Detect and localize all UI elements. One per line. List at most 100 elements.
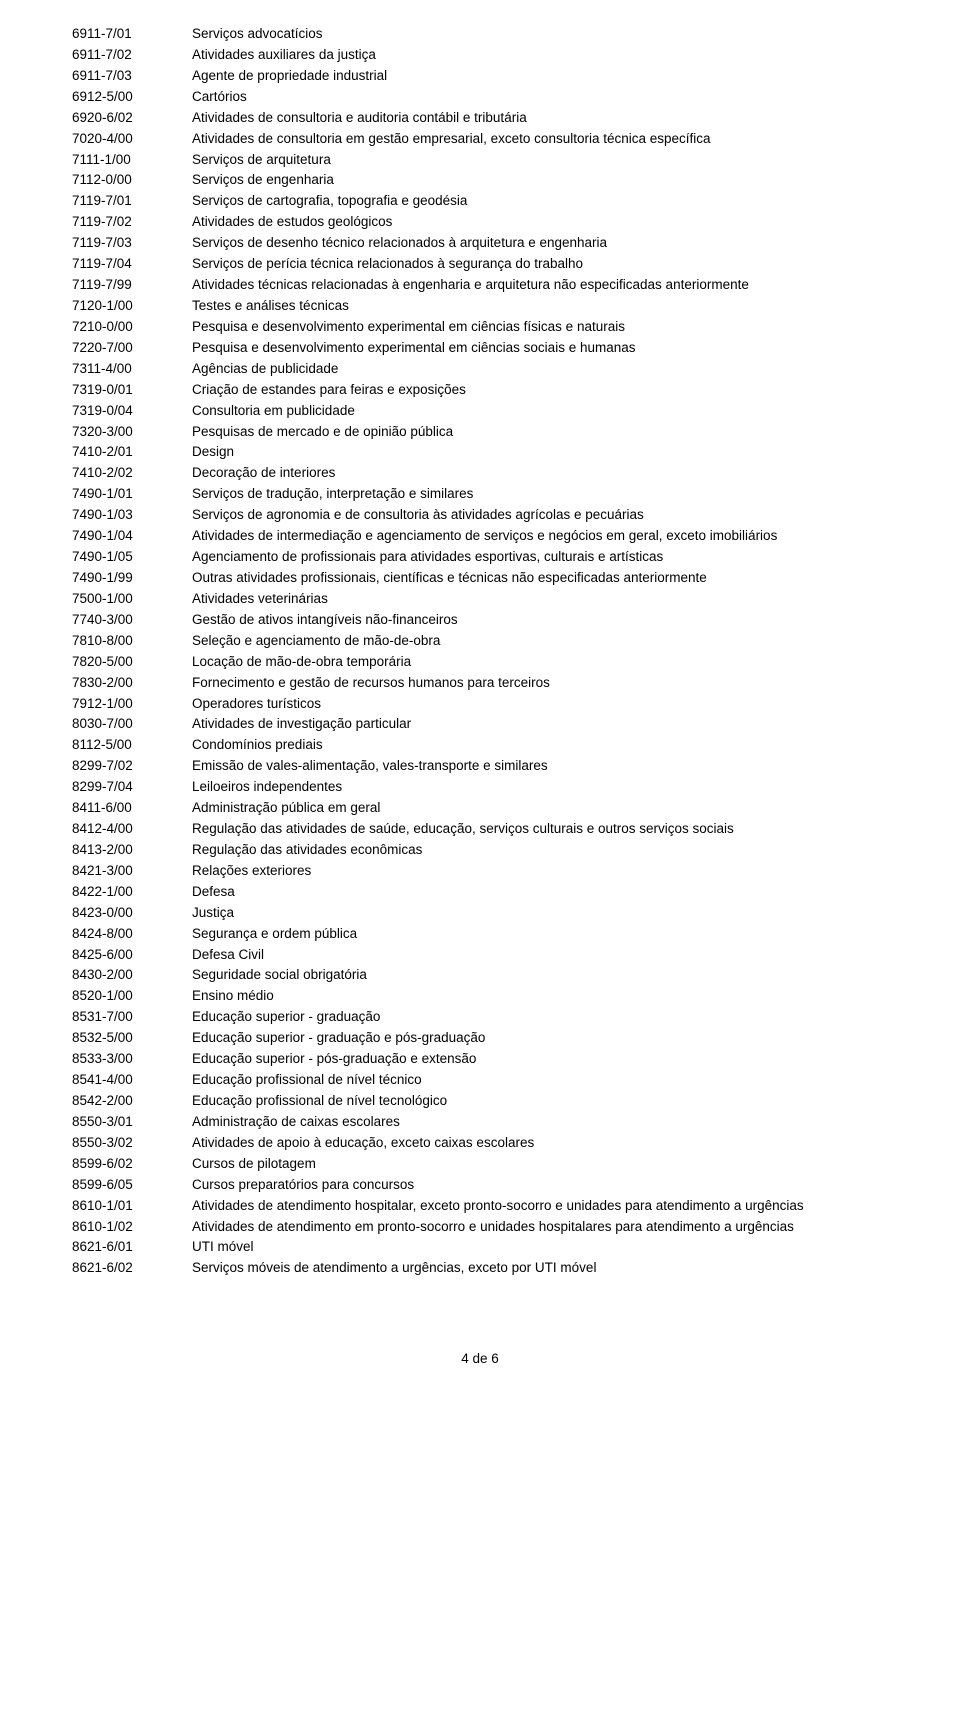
cnae-description: Consultoria em publicidade: [192, 401, 888, 422]
table-row: 7119-7/99Atividades técnicas relacionada…: [72, 275, 888, 296]
cnae-description: Emissão de vales-alimentação, vales-tran…: [192, 756, 888, 777]
cnae-code: 8599-6/02: [72, 1154, 192, 1175]
cnae-code: 8412-4/00: [72, 819, 192, 840]
table-row: 8421-3/00Relações exteriores: [72, 861, 888, 882]
cnae-code: 8411-6/00: [72, 798, 192, 819]
cnae-description: Atividades de consultoria e auditoria co…: [192, 108, 888, 129]
cnae-description: Defesa Civil: [192, 945, 888, 966]
cnae-description: Serviços de perícia técnica relacionados…: [192, 254, 888, 275]
cnae-description: Pesquisa e desenvolvimento experimental …: [192, 338, 888, 359]
cnae-description: Cursos preparatórios para concursos: [192, 1175, 888, 1196]
cnae-description: Atividades de atendimento hospitalar, ex…: [192, 1196, 888, 1217]
cnae-code: 8542-2/00: [72, 1091, 192, 1112]
cnae-code: 8533-3/00: [72, 1049, 192, 1070]
cnae-code: 7490-1/01: [72, 484, 192, 505]
cnae-code: 6920-6/02: [72, 108, 192, 129]
cnae-code: 8413-2/00: [72, 840, 192, 861]
cnae-description: Educação superior - graduação e pós-grad…: [192, 1028, 888, 1049]
table-row: 8542-2/00Educação profissional de nível …: [72, 1091, 888, 1112]
table-row: 7319-0/01Criação de estandes para feiras…: [72, 380, 888, 401]
table-row: 8599-6/02Cursos de pilotagem: [72, 1154, 888, 1175]
cnae-description: Pesquisa e desenvolvimento experimental …: [192, 317, 888, 338]
table-row: 8112-5/00Condomínios prediais: [72, 735, 888, 756]
cnae-description: Condomínios prediais: [192, 735, 888, 756]
cnae-code: 7490-1/03: [72, 505, 192, 526]
cnae-description: Ensino médio: [192, 986, 888, 1007]
cnae-code: 6911-7/02: [72, 45, 192, 66]
cnae-code: 7220-7/00: [72, 338, 192, 359]
cnae-code: 7119-7/99: [72, 275, 192, 296]
table-row: 7210-0/00Pesquisa e desenvolvimento expe…: [72, 317, 888, 338]
cnae-description: Locação de mão-de-obra temporária: [192, 652, 888, 673]
cnae-code: 8112-5/00: [72, 735, 192, 756]
cnae-description: Agenciamento de profissionais para ativi…: [192, 547, 888, 568]
table-row: 7490-1/01Serviços de tradução, interpret…: [72, 484, 888, 505]
cnae-code: 7112-0/00: [72, 170, 192, 191]
table-row: 7311-4/00Agências de publicidade: [72, 359, 888, 380]
cnae-code: 8610-1/02: [72, 1217, 192, 1238]
table-row: 7490-1/03Serviços de agronomia e de cons…: [72, 505, 888, 526]
cnae-description: Agências de publicidade: [192, 359, 888, 380]
cnae-code: 7319-0/04: [72, 401, 192, 422]
cnae-code: 8610-1/01: [72, 1196, 192, 1217]
cnae-description: Pesquisas de mercado e de opinião públic…: [192, 422, 888, 443]
cnae-description: Serviços de agronomia e de consultoria à…: [192, 505, 888, 526]
cnae-description: Relações exteriores: [192, 861, 888, 882]
cnae-code: 7490-1/05: [72, 547, 192, 568]
cnae-description: Justiça: [192, 903, 888, 924]
cnae-code: 7119-7/01: [72, 191, 192, 212]
cnae-description: Atividades técnicas relacionadas à engen…: [192, 275, 888, 296]
table-row: 8412-4/00Regulação das atividades de saú…: [72, 819, 888, 840]
cnae-code: 7912-1/00: [72, 694, 192, 715]
cnae-description: Serviços de cartografia, topografia e ge…: [192, 191, 888, 212]
cnae-code: 7410-2/01: [72, 442, 192, 463]
cnae-description: Administração de caixas escolares: [192, 1112, 888, 1133]
table-row: 8424-8/00Segurança e ordem pública: [72, 924, 888, 945]
cnae-description: Segurança e ordem pública: [192, 924, 888, 945]
cnae-code: 8423-0/00: [72, 903, 192, 924]
cnae-description: Criação de estandes para feiras e exposi…: [192, 380, 888, 401]
table-row: 8413-2/00Regulação das atividades econôm…: [72, 840, 888, 861]
table-row: 7490-1/99Outras atividades profissionais…: [72, 568, 888, 589]
cnae-code: 7500-1/00: [72, 589, 192, 610]
cnae-description: Atividades de apoio à educação, exceto c…: [192, 1133, 888, 1154]
cnae-description: Administração pública em geral: [192, 798, 888, 819]
cnae-description: Gestão de ativos intangíveis não-finance…: [192, 610, 888, 631]
cnae-description: Serviços advocatícios: [192, 24, 888, 45]
table-row: 8599-6/05Cursos preparatórios para concu…: [72, 1175, 888, 1196]
table-row: 8299-7/02Emissão de vales-alimentação, v…: [72, 756, 888, 777]
cnae-description: Fornecimento e gestão de recursos humano…: [192, 673, 888, 694]
cnae-code: 6911-7/03: [72, 66, 192, 87]
cnae-code: 7119-7/02: [72, 212, 192, 233]
cnae-description: Regulação das atividades de saúde, educa…: [192, 819, 888, 840]
table-row: 8533-3/00Educação superior - pós-graduaç…: [72, 1049, 888, 1070]
cnae-description: Decoração de interiores: [192, 463, 888, 484]
table-row: 8430-2/00Seguridade social obrigatória: [72, 965, 888, 986]
cnae-code: 8030-7/00: [72, 714, 192, 735]
cnae-description: Serviços de tradução, interpretação e si…: [192, 484, 888, 505]
cnae-code: 8430-2/00: [72, 965, 192, 986]
table-row: 7119-7/01Serviços de cartografia, topogr…: [72, 191, 888, 212]
table-row: 8425-6/00Defesa Civil: [72, 945, 888, 966]
cnae-code: 7120-1/00: [72, 296, 192, 317]
cnae-description: Educação superior - graduação: [192, 1007, 888, 1028]
table-row: 8610-1/02Atividades de atendimento em pr…: [72, 1217, 888, 1238]
table-row: 7912-1/00Operadores turísticos: [72, 694, 888, 715]
table-row: 7410-2/01Design: [72, 442, 888, 463]
cnae-code: 7111-1/00: [72, 150, 192, 171]
cnae-description: Atividades veterinárias: [192, 589, 888, 610]
table-row: 7112-0/00Serviços de engenharia: [72, 170, 888, 191]
cnae-description: Leiloeiros independentes: [192, 777, 888, 798]
cnae-code: 7810-8/00: [72, 631, 192, 652]
cnae-description: Operadores turísticos: [192, 694, 888, 715]
table-row: 8531-7/00Educação superior - graduação: [72, 1007, 888, 1028]
cnae-code: 7490-1/04: [72, 526, 192, 547]
cnae-description: Atividades de estudos geológicos: [192, 212, 888, 233]
cnae-code: 8424-8/00: [72, 924, 192, 945]
table-row: 6912-5/00Cartórios: [72, 87, 888, 108]
table-row: 7119-7/04Serviços de perícia técnica rel…: [72, 254, 888, 275]
cnae-code: 8520-1/00: [72, 986, 192, 1007]
cnae-code: 7490-1/99: [72, 568, 192, 589]
cnae-description: Agente de propriedade industrial: [192, 66, 888, 87]
cnae-description: Seleção e agenciamento de mão-de-obra: [192, 631, 888, 652]
